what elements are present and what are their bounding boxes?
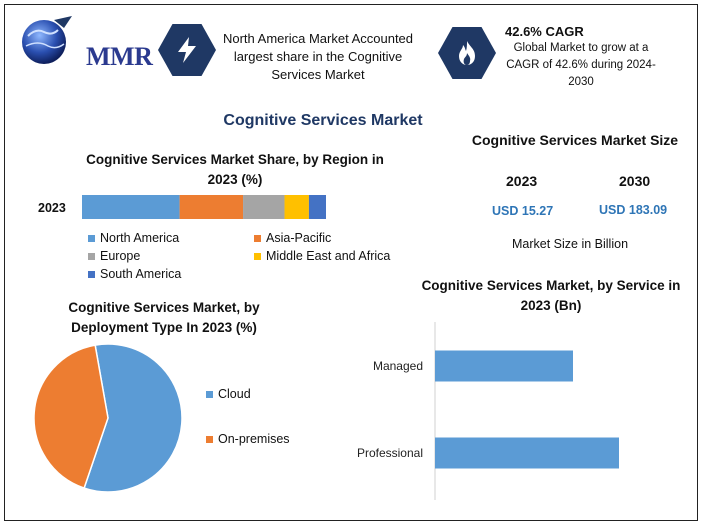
page-title: Cognitive Services Market [223,112,423,129]
legend-swatch [206,435,213,443]
mmr-logo: MMR [14,14,153,71]
bar-segment-south-america [308,195,326,219]
cagr-description: Global Market to grow at a CAGR of 42.6%… [506,42,656,88]
pie-slice-cloud [83,343,183,493]
bar-managed [435,350,573,382]
market-size-title: Cognitive Services Market Size [471,132,679,148]
category-label-2023: 2023 [38,201,66,215]
value-2030: USD 183.09 [599,203,668,217]
service-bar-chart: Managed Professional [357,322,619,500]
value-2023: USD 15.27 [492,204,554,218]
market-size-unit-note: Market Size in Billion [512,237,629,251]
bar-segment-europe [243,195,285,219]
bar-segment-asia-pacific [179,195,244,219]
legend-label: Europe [100,249,141,263]
region-chart-title: Cognitive Services Market Share, by Regi… [86,152,384,187]
legend-swatch [254,234,261,242]
deployment-pie-chart [33,343,183,493]
lightning-icon [158,24,216,76]
pie-slice-on-premises [33,344,109,490]
legend-item-south-america: South America [88,267,181,281]
legend-swatch [206,390,213,398]
globe-icon [22,16,72,64]
legend-swatch [88,252,95,260]
legend-swatch [254,252,261,260]
category-label-managed: Managed [373,359,423,373]
legend-item-cloud: Cloud [206,387,251,401]
legend-item-north-america: North America [88,231,179,245]
legend-swatch [88,270,95,278]
legend-label: South America [100,267,182,281]
legend-item-europe: Europe [88,249,140,263]
legend-label: On-premises [218,432,290,446]
year-2030-label: 2030 [619,173,651,189]
bar-professional [435,437,619,469]
deployment-chart-title: Cognitive Services Market, by Deployment… [68,300,260,335]
legend-label: Asia-Pacific [266,231,332,245]
legend-label: North America [100,231,180,245]
logo-text: MMR [86,42,153,71]
legend-label: Middle East and Africa [266,249,391,263]
bar-segment-middle-east-and-africa [284,195,309,219]
infographic-frame [4,4,698,521]
north-america-highlight: North America Market Accounted largest s… [222,31,414,82]
service-chart-title: Cognitive Services Market, by Service in… [421,278,681,313]
region-stacked-bar-chart: 2023 [38,195,326,219]
legend-label: Cloud [218,387,251,401]
year-2023-label: 2023 [506,173,538,189]
legend-item-middle-east-and-africa: Middle East and Africa [254,249,390,263]
bar-segment-north-america [82,195,180,219]
legend-swatch [88,234,95,242]
legend-item-asia-pacific: Asia-Pacific [254,231,331,245]
category-label-professional: Professional [357,446,423,460]
cagr-title: 42.6% CAGR [505,24,584,39]
legend-item-on-premises: On-premises [206,432,290,446]
